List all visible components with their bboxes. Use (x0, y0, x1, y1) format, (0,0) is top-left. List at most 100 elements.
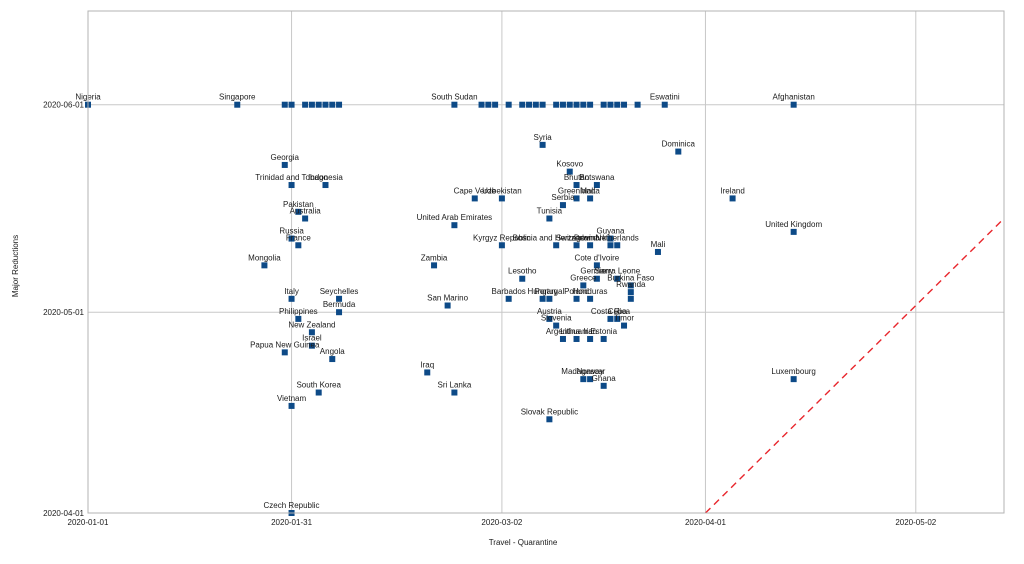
point-label: Argentina (546, 327, 581, 336)
points-layer (85, 101, 797, 516)
reference-line-layer (704, 217, 1005, 514)
data-point (627, 282, 634, 289)
point-label: Eswatini (650, 93, 680, 102)
point-label: Germany (580, 267, 613, 276)
point-label: Czech Republic (264, 501, 320, 510)
point-label: Costa Rica (591, 307, 631, 316)
data-point (322, 182, 329, 189)
data-point (308, 329, 315, 336)
data-point (729, 195, 736, 202)
data-point (505, 295, 512, 302)
data-point (485, 101, 492, 108)
y-tick-label: 2020-05-01 (43, 308, 84, 317)
grid-layer (87, 11, 1004, 514)
data-point (790, 228, 797, 235)
data-point (675, 148, 682, 155)
data-point (559, 202, 566, 209)
data-point (573, 295, 580, 302)
data-point (607, 242, 614, 249)
point-label: Bermuda (323, 300, 356, 309)
data-point (471, 195, 478, 202)
data-point (614, 275, 621, 282)
data-point (573, 101, 580, 108)
data-point (498, 195, 505, 202)
data-point (546, 315, 553, 322)
data-point (559, 101, 566, 108)
plot-frame (87, 10, 1005, 514)
point-label: Iran (583, 327, 597, 336)
point-label: United Kingdom (765, 220, 822, 229)
point-label: Sierra Leone (594, 267, 640, 276)
point-label: Lithuania (560, 327, 593, 336)
data-point (587, 376, 594, 383)
data-point (295, 208, 302, 215)
data-point (526, 101, 533, 108)
data-point (302, 101, 309, 108)
data-point (621, 322, 628, 329)
point-label: New Zealand (288, 320, 335, 329)
data-point (627, 289, 634, 296)
data-point (661, 101, 668, 108)
data-point (587, 242, 594, 249)
x-tick-label: 2020-05-02 (895, 518, 936, 527)
data-point (478, 101, 485, 108)
data-point (614, 242, 621, 249)
data-point (329, 101, 336, 108)
data-point (553, 242, 560, 249)
point-label: Trinidad and Tobago (255, 173, 328, 182)
data-point (607, 315, 614, 322)
point-label: Vietnam (277, 394, 307, 403)
data-point (295, 315, 302, 322)
point-label: Switzerland (556, 233, 597, 242)
data-point (431, 262, 438, 269)
data-point (261, 262, 268, 269)
data-point (288, 295, 295, 302)
point-label: Luxembourg (771, 367, 815, 376)
data-point (539, 101, 546, 108)
data-point (580, 282, 587, 289)
data-point (336, 101, 343, 108)
data-point (573, 335, 580, 342)
point-label: Afghanistan (773, 93, 815, 102)
data-point (308, 342, 315, 349)
point-label: Greenland (558, 186, 595, 195)
data-point (451, 389, 458, 396)
data-point (444, 302, 451, 309)
data-point (627, 295, 634, 302)
data-point (553, 322, 560, 329)
point-label: Tunisia (537, 206, 563, 215)
data-point (566, 101, 573, 108)
data-point (587, 101, 594, 108)
point-label: Philippines (279, 307, 318, 316)
point-label: South Korea (296, 381, 341, 390)
point-label: France (286, 233, 311, 242)
data-point (315, 389, 322, 396)
point-label: Zambia (421, 253, 448, 262)
point-label: Lesotho (508, 267, 537, 276)
point-label: Seychelles (320, 287, 359, 296)
data-point (492, 101, 499, 108)
reference-line (704, 217, 1005, 514)
point-label: Portugal (534, 287, 564, 296)
point-label: Kosovo (556, 160, 583, 169)
point-label: Rwanda (616, 280, 646, 289)
x-tick-label: 2020-04-01 (685, 518, 726, 527)
y-axis-title: Major Reductions (11, 235, 20, 297)
data-point (553, 101, 560, 108)
point-label: Malta (580, 186, 600, 195)
point-label: Papua New Guinea (250, 340, 320, 349)
data-point (600, 382, 607, 389)
point-label: Hungary (527, 287, 557, 296)
point-label: Angola (320, 347, 345, 356)
point-labels-layer: Nigeria Singapore South Sudan Eswatini Afgha… (75, 93, 822, 510)
point-label: Mali (651, 240, 666, 249)
data-point (519, 101, 526, 108)
point-label: Cote d'Ivoire (575, 253, 620, 262)
point-label: Ghana (592, 374, 617, 383)
point-label: United Arab Emirates (417, 213, 493, 222)
data-point (302, 215, 309, 222)
point-label: Denmark (574, 233, 607, 242)
point-label: Syria (533, 133, 552, 142)
